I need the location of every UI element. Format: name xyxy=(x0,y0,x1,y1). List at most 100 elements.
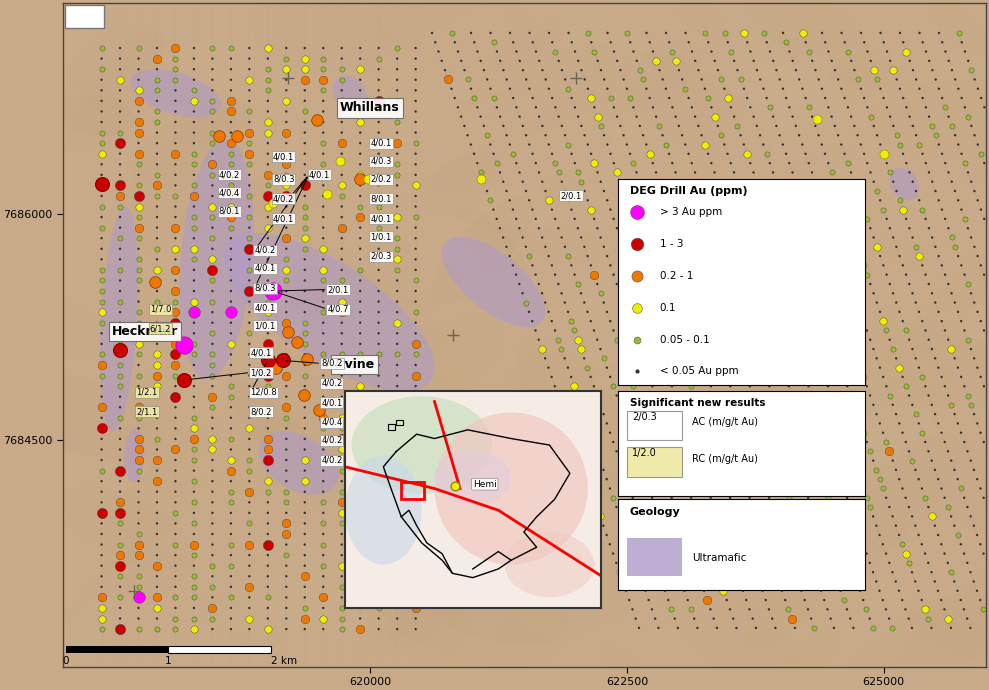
Point xyxy=(690,232,706,243)
Point xyxy=(167,550,183,561)
Point xyxy=(297,624,313,635)
Point xyxy=(716,195,732,206)
Point xyxy=(149,465,165,476)
Point xyxy=(315,560,331,571)
Point xyxy=(902,167,918,178)
Point xyxy=(476,176,492,187)
Point xyxy=(733,297,749,308)
Point xyxy=(486,148,501,159)
Point xyxy=(352,254,368,265)
Point xyxy=(390,624,405,635)
Point xyxy=(574,288,589,299)
Point xyxy=(205,465,221,476)
Point xyxy=(390,381,405,392)
Point xyxy=(953,148,969,159)
Point xyxy=(94,475,110,486)
Point xyxy=(638,418,654,429)
Point xyxy=(642,260,658,271)
Point xyxy=(937,437,952,448)
Point xyxy=(278,455,294,466)
Point xyxy=(297,444,313,455)
Point xyxy=(621,483,637,494)
Point xyxy=(297,180,313,191)
Point xyxy=(644,548,660,559)
Point xyxy=(950,139,966,150)
Point xyxy=(918,381,934,392)
Point xyxy=(278,127,294,138)
Point xyxy=(821,46,837,57)
Point xyxy=(371,413,387,424)
Point xyxy=(791,74,807,85)
Ellipse shape xyxy=(876,238,924,266)
Point xyxy=(912,83,928,95)
Point xyxy=(205,201,221,212)
Point xyxy=(700,371,716,382)
Point xyxy=(914,595,930,606)
Point xyxy=(891,473,907,484)
Point xyxy=(352,497,368,508)
Point xyxy=(966,241,982,253)
Point xyxy=(352,391,368,402)
Point xyxy=(371,159,387,170)
Point xyxy=(749,455,764,466)
Point xyxy=(780,548,796,559)
Point xyxy=(315,286,331,297)
Point xyxy=(868,520,884,531)
Point xyxy=(817,148,833,159)
Point xyxy=(706,334,722,345)
Point xyxy=(862,55,878,66)
Point xyxy=(976,325,989,336)
Point xyxy=(699,595,715,606)
Point xyxy=(733,130,749,141)
Point xyxy=(583,427,598,438)
Point xyxy=(570,167,585,178)
Point xyxy=(186,117,202,128)
Point xyxy=(390,529,405,540)
Point xyxy=(846,455,861,466)
Point xyxy=(713,297,729,308)
Point xyxy=(352,518,368,529)
Point xyxy=(970,83,986,95)
Point xyxy=(112,212,128,223)
Point xyxy=(875,204,891,215)
Point xyxy=(742,325,758,336)
Point xyxy=(668,223,683,234)
Point xyxy=(352,174,368,185)
Text: Geology: Geology xyxy=(630,506,680,517)
Point xyxy=(628,334,644,345)
Point xyxy=(167,222,183,233)
Point xyxy=(807,288,823,299)
Point xyxy=(918,269,934,280)
Point xyxy=(764,279,780,290)
Point xyxy=(390,486,405,497)
Point xyxy=(371,370,387,381)
Point xyxy=(205,212,221,223)
Point xyxy=(632,288,648,299)
Point xyxy=(881,502,897,513)
Point xyxy=(778,260,794,271)
Point xyxy=(352,402,368,413)
Point xyxy=(696,529,712,540)
Point xyxy=(407,53,423,64)
Point xyxy=(407,560,423,571)
Point xyxy=(690,400,706,411)
Point xyxy=(696,306,712,317)
Point xyxy=(648,279,664,290)
Point xyxy=(690,288,706,299)
Point xyxy=(811,186,827,197)
Point xyxy=(719,371,735,382)
Point xyxy=(131,264,146,275)
Point xyxy=(918,213,934,224)
Point xyxy=(729,232,745,243)
Point xyxy=(794,28,810,39)
Point xyxy=(407,244,423,255)
Point xyxy=(622,148,638,159)
Point xyxy=(814,250,830,262)
Point xyxy=(677,250,693,262)
Point xyxy=(898,325,914,336)
Point xyxy=(149,402,165,413)
Point xyxy=(371,423,387,434)
Point xyxy=(561,139,577,150)
Point xyxy=(859,157,875,168)
Point xyxy=(853,306,868,317)
